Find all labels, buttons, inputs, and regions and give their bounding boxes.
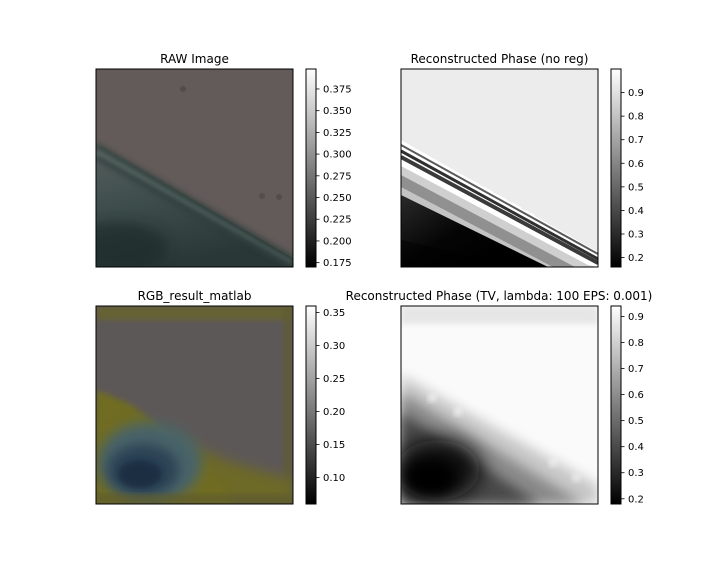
colorbar-phase-noreg: 0.2 0.3 0.4 0.5 0.6 0.7 0.8 0.9: [610, 68, 644, 268]
colorbar-ticks-phase-noreg: 0.2 0.3 0.4 0.5 0.6 0.7 0.8 0.9: [621, 88, 644, 264]
colorbar-tick-label: 0.7: [628, 135, 644, 146]
colorbar-tick-label: 0.200: [323, 236, 352, 247]
colorbar-rgb-matlab: 0.10 0.15 0.20 0.25 0.30 0.35: [305, 305, 345, 505]
panel-title-rgb-matlab: RGB_result_matlab: [138, 289, 252, 303]
colorbar-tick-label: 0.300: [323, 150, 352, 161]
colorbar-phase-tv: 0.2 0.3 0.4 0.5 0.6 0.7 0.8 0.9: [610, 305, 644, 505]
colorbar-tick-label: 0.5: [628, 182, 644, 193]
colorbar-tick-label: 0.5: [628, 416, 644, 427]
colorbar-tick-label: 0.325: [323, 128, 352, 139]
colorbar-tick-label: 0.35: [323, 308, 345, 319]
panel-phase-noreg: Reconstructed Phase (no reg) 0.20.30.40.…: [400, 52, 644, 268]
colorbar-ticks-rgb-matlab: 0.10 0.15 0.20 0.25 0.30 0.35: [316, 308, 345, 484]
colorbar-tick-label: 0.4: [628, 442, 644, 453]
image-phase-tv: [401, 306, 598, 504]
colorbar-tick-label: 0.6: [628, 390, 644, 401]
panel-title-phase-noreg: Reconstructed Phase (no reg): [411, 52, 589, 66]
image-phase-noreg: [401, 69, 598, 267]
colorbar-tick-label: 0.30: [323, 341, 345, 352]
panel-title-raw: RAW Image: [160, 52, 229, 66]
colorbar-tick-label: 0.8: [628, 338, 644, 349]
colorbar-tick-label: 0.7: [628, 364, 644, 375]
colorbar-tick-label: 0.275: [323, 171, 352, 182]
colorbar-tick-label: 0.9: [628, 312, 644, 323]
image-rgb-matlab: [96, 306, 293, 504]
colorbar-tick-label: 0.375: [323, 84, 352, 95]
colorbar-tick-label: 0.25: [323, 374, 345, 385]
colorbar-raw: 0.175 0.200 0.225 0.250 0.275 0.300 0.325 0.350…: [305, 68, 352, 269]
panel-phase-tv: Reconstructed Phase (TV, lambda: 100 EPS…: [346, 289, 653, 505]
axes-frame-phase-tv: [400, 305, 599, 505]
colorbar-ticks-raw: 0.175 0.200 0.225 0.250 0.275 0.300 0.325 0.350…: [316, 84, 352, 269]
colorbar-tick-label: 0.3: [628, 468, 644, 479]
colorbar-tick-label: 0.250: [323, 193, 352, 204]
colorbar-tick-label: 0.350: [323, 106, 352, 117]
colorbar-tick-label: 0.3: [628, 230, 644, 241]
colorbar-tick-label: 0.9: [628, 88, 644, 99]
panel-title-phase-tv: Reconstructed Phase (TV, lambda: 100 EPS…: [346, 289, 653, 303]
colorbar-tick-label: 0.8: [628, 112, 644, 123]
image-raw: [96, 69, 293, 267]
colorbar-tick-label: 0.20: [323, 407, 345, 418]
panel-rgb-matlab: RGB_result_matlab 0.100.150.200.250.300.…: [95, 289, 345, 505]
colorbar-tick-label: 0.10: [323, 473, 345, 484]
colorbar-tick-label: 0.225: [323, 215, 352, 226]
colorbar-tick-label: 0.4: [628, 206, 644, 217]
colorbar-tick-label: 0.6: [628, 159, 644, 170]
axes-frame-rgb-matlab: [95, 305, 294, 505]
colorbar-tick-label: 0.2: [628, 494, 644, 505]
colorbar-tick-label: 0.175: [323, 258, 352, 269]
panel-raw-image: RAW Image 0.175 0.200 0.225 0.250 0.275 0.300…: [95, 52, 352, 269]
axes-frame-raw: [95, 68, 294, 268]
axes-frame-phase-noreg: [400, 68, 599, 268]
colorbar-ticks-phase-tv: 0.2 0.3 0.4 0.5 0.6 0.7 0.8 0.9: [621, 312, 644, 505]
colorbar-tick-label: 0.15: [323, 440, 345, 451]
colorbar-tick-label: 0.2: [628, 253, 644, 264]
